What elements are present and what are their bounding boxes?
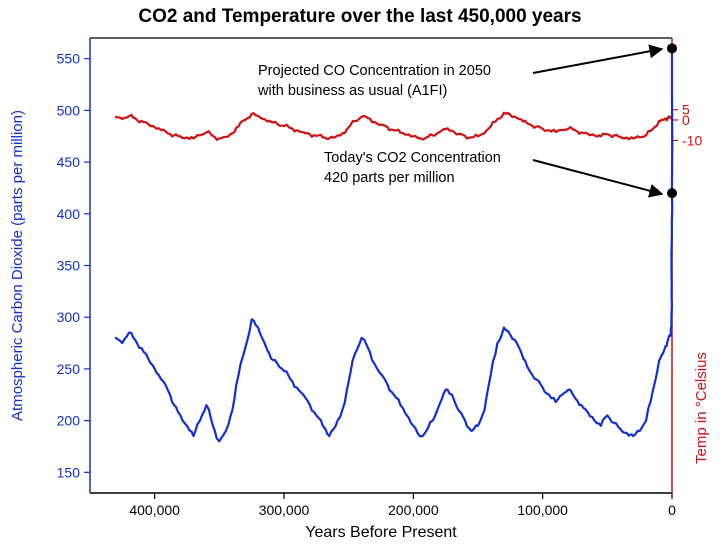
chart-container: CO2 and Temperature over the last 450,00…	[0, 0, 720, 551]
chart-title: CO2 and Temperature over the last 450,00…	[138, 6, 581, 27]
x-tick-label: 100,000	[517, 502, 568, 518]
series-temperature	[116, 113, 672, 140]
annotation-today-line: 420 parts per million	[324, 170, 455, 186]
series-co2	[116, 48, 672, 441]
y-right-tick-label: -10	[682, 132, 702, 148]
y-left-axis-label: Atmospheric Carbon Dioxide (parts per mi…	[9, 110, 26, 421]
x-tick-label: 0	[668, 502, 676, 518]
x-tick-label: 300,000	[259, 502, 310, 518]
marker-today	[667, 188, 677, 198]
annotation-proj-line: Projected CO Concentration in 2050	[258, 63, 491, 79]
y-left-tick-label: 250	[57, 361, 81, 377]
y-left-tick-label: 300	[57, 309, 81, 325]
annotation-today-arrow	[533, 160, 662, 194]
marker-proj2050	[667, 43, 677, 53]
x-axis-label: Years Before Present	[305, 524, 457, 541]
x-tick-label: 400,000	[129, 502, 180, 518]
y-left-tick-label: 500	[57, 102, 81, 118]
y-right-axis-label: Temp in °Celsius	[693, 352, 710, 464]
y-left-tick-label: 400	[57, 206, 81, 222]
y-right-tick-label: 5	[682, 102, 690, 118]
annotation-today-line: Today's CO2 Concentration	[324, 150, 501, 166]
y-left-tick-label: 150	[57, 464, 81, 480]
x-tick-label: 200,000	[388, 502, 439, 518]
annotation-proj-arrow	[533, 49, 662, 73]
annotation-proj-line: with business as usual (A1FI)	[257, 83, 447, 99]
y-left-tick-label: 550	[57, 51, 81, 67]
y-left-tick-label: 350	[57, 258, 81, 274]
y-left-tick-label: 200	[57, 413, 81, 429]
chart-svg: CO2 and Temperature over the last 450,00…	[0, 0, 720, 551]
y-left-tick-label: 450	[57, 154, 81, 170]
